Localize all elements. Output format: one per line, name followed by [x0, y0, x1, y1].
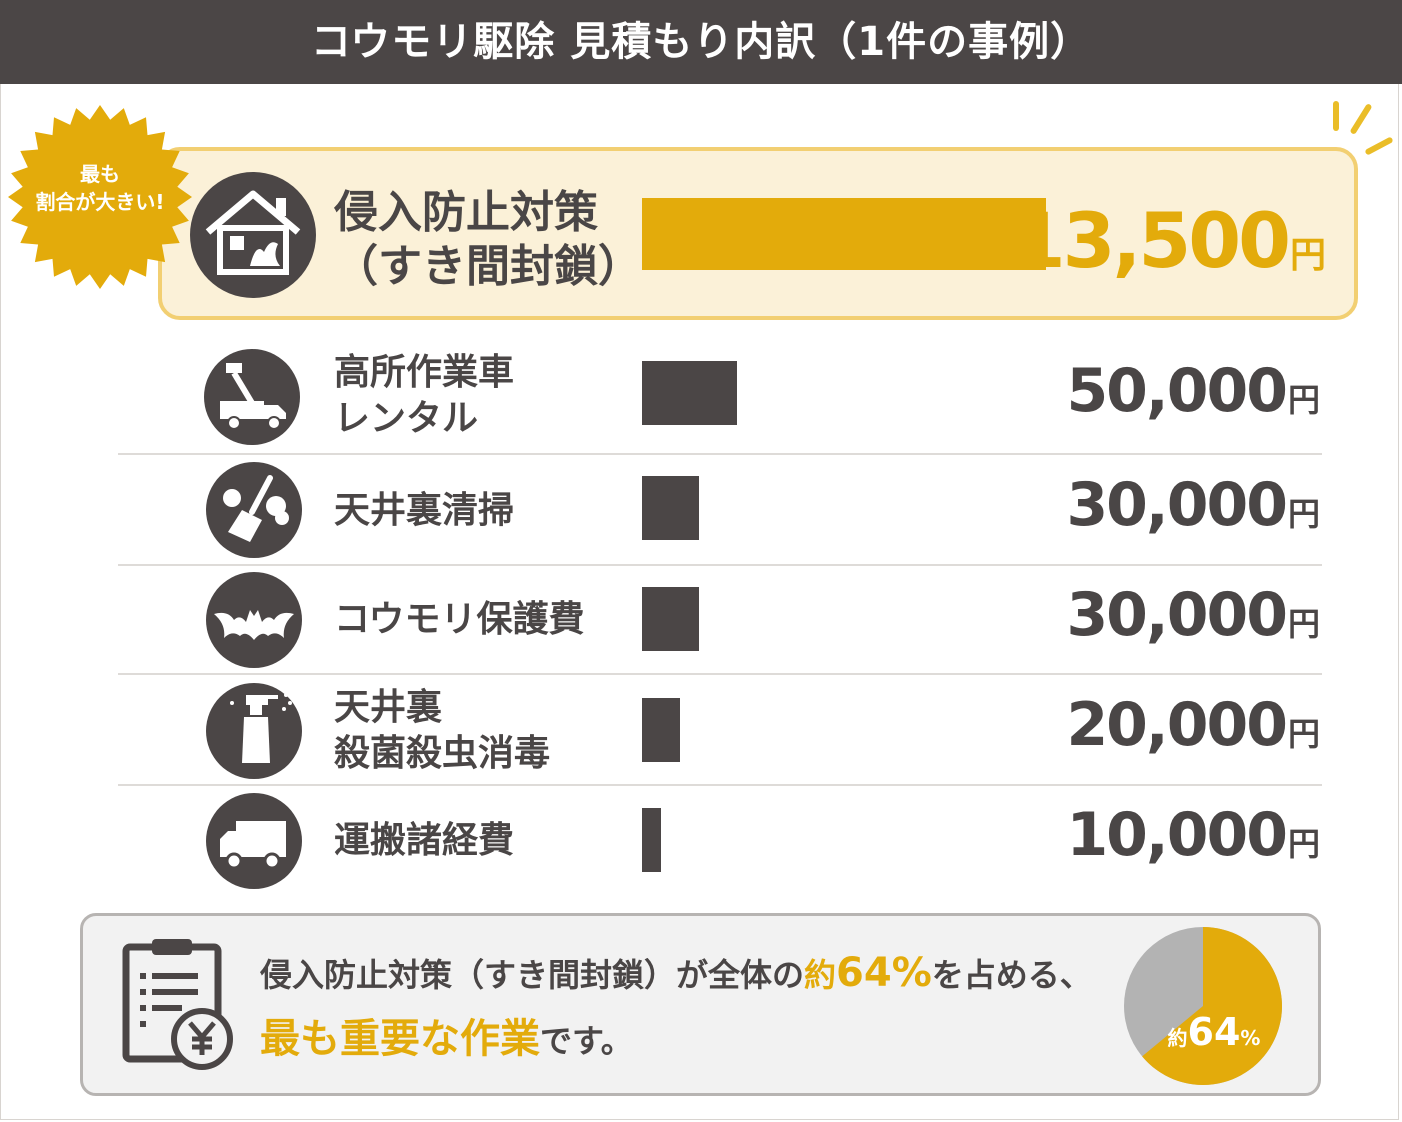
value-number: 10,000	[1066, 800, 1288, 870]
bar-5	[642, 808, 661, 872]
sparkle-mark	[1333, 101, 1339, 131]
value-label: 30,000円	[1066, 580, 1320, 650]
pie-slice-share	[1142, 927, 1282, 1085]
category-label: 天井裏 殺菌殺虫消毒	[334, 687, 551, 774]
aerial-lift-truck-icon	[204, 349, 300, 445]
delivery-truck-icon	[206, 793, 302, 889]
share-pie-chart: 約64%	[1124, 927, 1282, 1085]
value-label: 30,000円	[1066, 470, 1320, 540]
value-number: 50,000	[1066, 356, 1288, 426]
category-label: 運搬諸経費	[334, 820, 515, 861]
bar-1	[642, 361, 737, 425]
category-label: コウモリ保護費	[334, 599, 585, 640]
row-divider	[118, 673, 1322, 675]
broom-icon	[206, 462, 302, 558]
bar-4	[642, 698, 680, 762]
starburst-badge	[8, 105, 192, 289]
currency-unit: 円	[1289, 235, 1326, 276]
pie-label-value: 64	[1188, 1010, 1241, 1054]
summary-emphasis: 最も重要な作業	[260, 1016, 540, 1062]
clipboard-yen-icon	[122, 939, 233, 1070]
house-bat-icon	[190, 172, 316, 298]
value-label: 20,000円	[1066, 690, 1320, 760]
value-number: 30,000	[1066, 470, 1288, 540]
value-number: 20,000	[1066, 690, 1288, 760]
page-title: コウモリ駆除 見積もり内訳（1件の事例）	[310, 19, 1092, 65]
category-label-top: 侵入防止対策 （すき間封鎖）	[334, 187, 642, 292]
content-frame	[0, 84, 1399, 1120]
pie-label-unit: %	[1240, 1026, 1260, 1050]
row-divider	[118, 784, 1322, 786]
title-bar	[0, 0, 1402, 84]
badge-line1: 最も	[80, 162, 120, 186]
bar-2	[642, 476, 699, 540]
currency-unit: 円	[1287, 825, 1320, 863]
value-number: 30,000	[1066, 580, 1288, 650]
summary-text: 侵入防止対策（すき間封鎖）が全体の	[260, 956, 805, 994]
value-label: 50,000円	[1066, 356, 1320, 426]
bar-3	[642, 587, 699, 651]
summary-text-tail: を占める、	[931, 956, 1092, 994]
badge-line2: 割合が大きい!	[35, 190, 165, 214]
summary-line2: 最も重要な作業です。	[260, 1006, 633, 1064]
bat-icon	[206, 572, 302, 668]
spray-bottle-icon	[206, 683, 302, 779]
category-label: 高所作業車 レンタル	[334, 352, 515, 439]
row-divider	[118, 453, 1322, 455]
summary-line1: 侵入防止対策（すき間封鎖）が全体の約64%を占める、	[260, 950, 1092, 996]
currency-unit: 円	[1287, 715, 1320, 753]
summary-panel	[80, 913, 1321, 1096]
badge-text: 最も 割合が大きい!	[6, 160, 194, 216]
currency-unit: 円	[1287, 381, 1320, 419]
summary-line2-rest: です。	[540, 1022, 633, 1060]
summary-pct-value: 64%	[836, 950, 932, 996]
summary-pct-prefix: 約	[804, 956, 837, 994]
currency-unit: 円	[1287, 605, 1320, 643]
row-divider	[118, 564, 1322, 566]
bar-0	[642, 198, 1046, 270]
currency-unit: 円	[1287, 495, 1320, 533]
pie-label-prefix: 約	[1168, 1026, 1188, 1050]
pie-label: 約64%	[1168, 1010, 1261, 1054]
starburst-shape	[8, 105, 192, 289]
value-label: 10,000円	[1066, 800, 1320, 870]
category-label: 天井裏清掃	[334, 490, 515, 531]
